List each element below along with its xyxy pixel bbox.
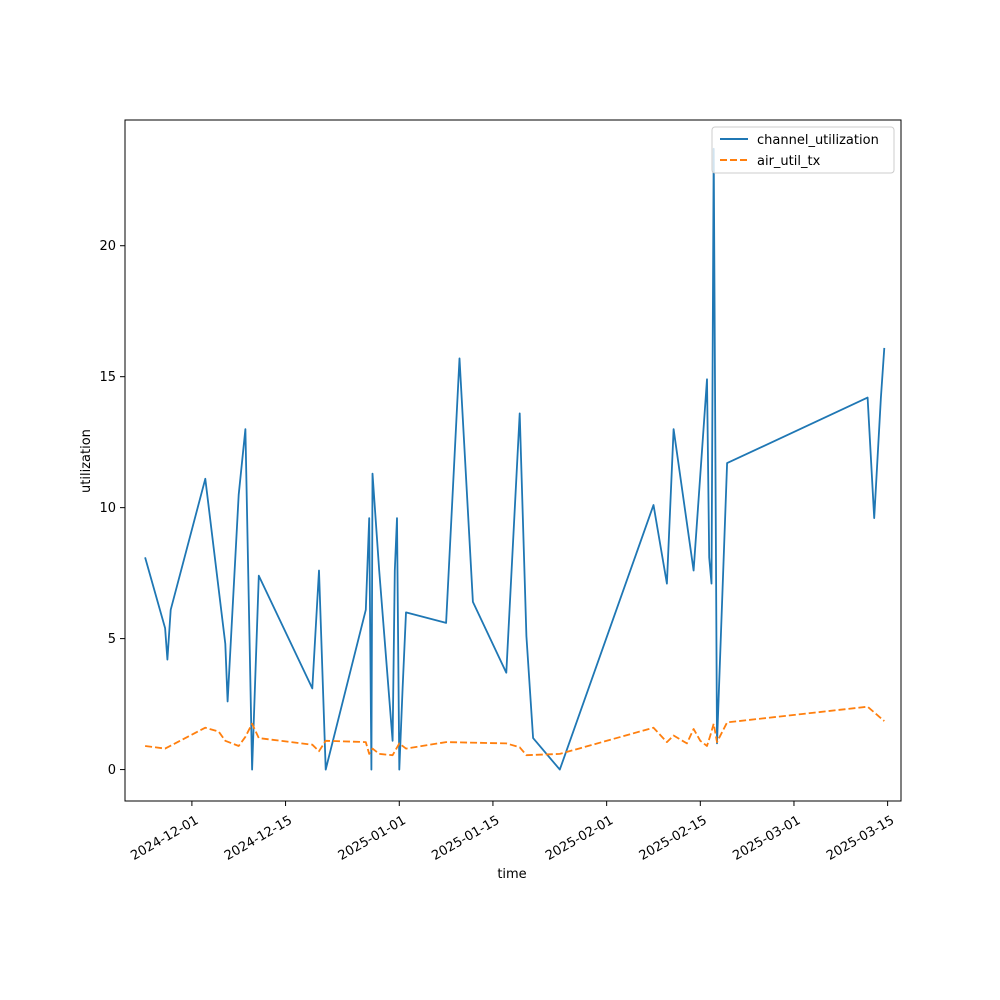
legend-label-channel-utilization: channel_utilization [757,133,879,148]
x-axis-label: time [497,867,526,882]
y-tick-label: 20 [99,239,116,254]
y-axis: 0 5 10 15 20 [99,239,125,778]
y-axis-label: utilization [79,429,94,493]
plot-frame [124,119,902,802]
y-tick-label: 10 [99,501,116,516]
legend-label-air-util-tx: air_util_tx [757,154,821,169]
y-tick-label: 5 [108,632,116,647]
legend: channel_utilization air_util_tx [711,126,895,174]
series-line-air-util-tx [144,705,885,757]
series-line-channel-utilization [144,147,886,771]
y-tick-label: 15 [99,370,116,385]
legend-box [711,126,895,174]
y-tick-label: 0 [108,763,116,778]
series-layer [144,147,886,771]
